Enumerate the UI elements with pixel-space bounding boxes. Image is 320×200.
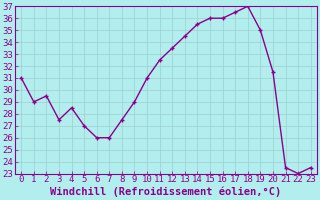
X-axis label: Windchill (Refroidissement éolien,°C): Windchill (Refroidissement éolien,°C) <box>50 187 282 197</box>
